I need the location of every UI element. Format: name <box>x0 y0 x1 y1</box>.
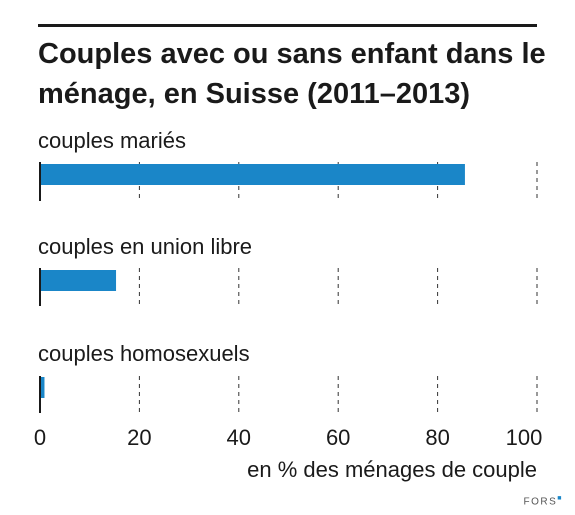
x-tick-label: 60 <box>325 425 351 450</box>
bar-0 <box>40 164 465 185</box>
category-label-homosexuels: couples homosexuels <box>38 341 250 366</box>
x-tick-label: 0 <box>33 425 47 450</box>
bar-1 <box>40 270 117 291</box>
fors-logo: FORS■ <box>523 494 563 507</box>
x-tick-label: 80 <box>425 425 450 450</box>
chart-title: Couples avec ou sans enfant dans le ména… <box>38 38 546 110</box>
title-rule <box>38 24 537 27</box>
x-tick-label: 20 <box>127 425 152 450</box>
x-axis-title: en % des ménages de couple <box>247 457 537 482</box>
x-tick-label: 40 <box>226 425 252 450</box>
x-tick-label: 100 <box>505 425 543 450</box>
bar-2 <box>40 377 45 398</box>
category-label-couples-maries: couples mariés <box>38 128 186 153</box>
category-label-union-libre: couples en union libre <box>38 234 253 259</box>
